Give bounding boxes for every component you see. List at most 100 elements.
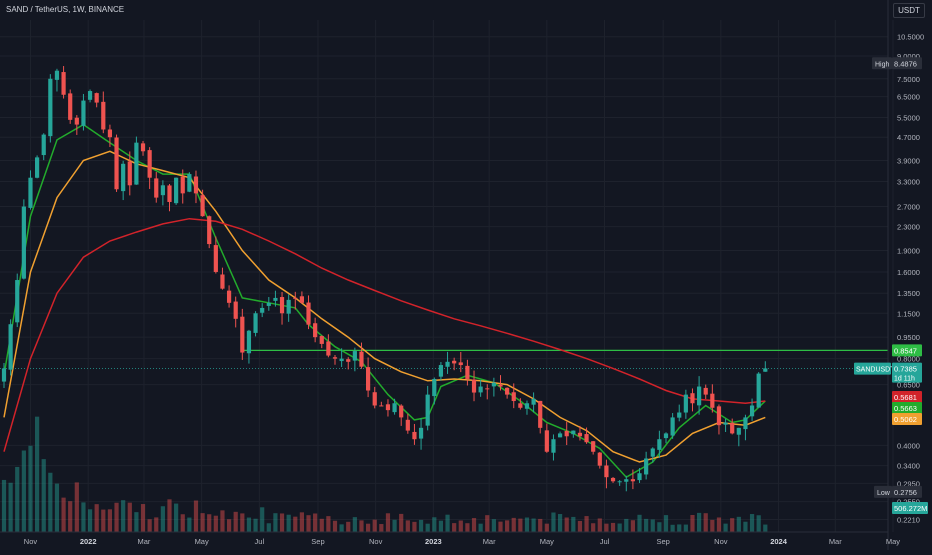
candle-body[interactable] xyxy=(286,299,291,314)
candle-body[interactable] xyxy=(94,93,99,103)
candle-body[interactable] xyxy=(35,157,40,178)
candle-body[interactable] xyxy=(597,452,602,466)
candle-body[interactable] xyxy=(200,195,205,217)
candle-body[interactable] xyxy=(332,357,338,359)
candle-body[interactable] xyxy=(425,394,430,426)
candle-body[interactable] xyxy=(101,101,106,130)
candle-body[interactable] xyxy=(505,387,510,395)
candle-body[interactable] xyxy=(87,91,93,100)
candle-body[interactable] xyxy=(326,341,331,356)
candle-body[interactable] xyxy=(107,129,113,138)
candle-body[interactable] xyxy=(670,417,675,436)
candle-body[interactable] xyxy=(511,392,516,402)
candle-body[interactable] xyxy=(240,316,245,353)
candle-body[interactable] xyxy=(193,176,199,194)
candle-body[interactable] xyxy=(624,479,629,482)
candle-body[interactable] xyxy=(379,405,384,407)
candle-body[interactable] xyxy=(763,368,768,372)
candle-body[interactable] xyxy=(160,185,165,196)
candle-body[interactable] xyxy=(174,177,179,204)
candle-body[interactable] xyxy=(273,297,278,301)
candle-body[interactable] xyxy=(756,373,761,408)
candle-body[interactable] xyxy=(736,427,741,435)
price-axis[interactable]: 10.5000 9.0000 7.5000 6.5000 5.5000 4.7000 3.9… xyxy=(897,33,924,525)
candle-body[interactable] xyxy=(266,302,271,306)
candle-body[interactable] xyxy=(372,392,377,406)
candle-body[interactable] xyxy=(498,384,503,387)
candle-body[interactable] xyxy=(207,216,212,245)
candle-body[interactable] xyxy=(366,367,371,391)
candle-body[interactable] xyxy=(346,359,351,362)
candle-body[interactable] xyxy=(617,481,622,483)
candle-body[interactable] xyxy=(657,439,662,450)
candle-body[interactable] xyxy=(359,351,364,367)
candle-body[interactable] xyxy=(299,296,304,303)
candle-body[interactable] xyxy=(233,301,238,319)
candle-body[interactable] xyxy=(319,336,324,344)
candle-body[interactable] xyxy=(41,134,46,156)
candle-body[interactable] xyxy=(81,100,86,126)
candle-body[interactable] xyxy=(485,388,490,390)
candle-body[interactable] xyxy=(293,297,298,299)
candle-body[interactable] xyxy=(604,465,609,478)
candle-body[interactable] xyxy=(21,206,26,279)
candle-body[interactable] xyxy=(564,430,569,437)
candle-body[interactable] xyxy=(743,417,748,430)
candle-body[interactable] xyxy=(127,161,132,186)
candle-body[interactable] xyxy=(644,458,649,475)
candle-body[interactable] xyxy=(677,412,682,418)
candle-body[interactable] xyxy=(531,398,536,405)
candle-body[interactable] xyxy=(68,93,73,120)
candle-body[interactable] xyxy=(180,176,185,194)
candle-body[interactable] xyxy=(134,142,139,185)
candle-body[interactable] xyxy=(121,163,126,192)
candle-body[interactable] xyxy=(405,419,410,431)
candle-body[interactable] xyxy=(584,434,589,443)
candle-body[interactable] xyxy=(432,378,437,397)
candle-body[interactable] xyxy=(491,382,496,387)
candle-body[interactable] xyxy=(246,330,252,354)
candle-body[interactable] xyxy=(412,431,417,440)
candle-body[interactable] xyxy=(48,78,53,137)
candle-body[interactable] xyxy=(392,403,397,413)
candle-body[interactable] xyxy=(571,430,576,435)
candle-body[interactable] xyxy=(637,473,642,481)
candle-body[interactable] xyxy=(538,400,543,428)
candle-body[interactable] xyxy=(710,393,715,408)
candle-body[interactable] xyxy=(610,477,616,482)
candle-body[interactable] xyxy=(352,351,357,361)
candle-body[interactable] xyxy=(8,324,13,370)
candle-body[interactable] xyxy=(313,323,318,338)
candle-body[interactable] xyxy=(650,448,655,457)
candle-body[interactable] xyxy=(220,274,225,289)
candle-body[interactable] xyxy=(478,386,483,393)
candle-body[interactable] xyxy=(418,427,424,439)
candle-body[interactable] xyxy=(28,177,33,208)
time-axis[interactable]: Nov 2022 Mar May Jul Sep Nov 2023 Mar May Jul Sep No… xyxy=(24,537,932,546)
candle-body[interactable] xyxy=(577,432,583,437)
candle-body[interactable] xyxy=(253,313,258,333)
candle-body[interactable] xyxy=(1,368,7,382)
candle-body[interactable] xyxy=(471,379,477,393)
candle-body[interactable] xyxy=(723,422,728,425)
candle-body[interactable] xyxy=(452,360,457,364)
candle-body[interactable] xyxy=(306,302,311,325)
candle-body[interactable] xyxy=(557,433,563,438)
candle-body[interactable] xyxy=(716,406,722,426)
candle-body[interactable] xyxy=(445,361,450,367)
candle-body[interactable] xyxy=(226,290,232,303)
candle-body[interactable] xyxy=(465,365,470,379)
candle-body[interactable] xyxy=(339,358,344,362)
candle-body[interactable] xyxy=(154,178,159,198)
candle-body[interactable] xyxy=(279,297,285,314)
candle-body[interactable] xyxy=(260,307,265,313)
candle-body[interactable] xyxy=(703,387,708,395)
candle-body[interactable] xyxy=(140,143,146,152)
candle-body[interactable] xyxy=(385,404,391,411)
candle-body[interactable] xyxy=(544,430,549,452)
candle-body[interactable] xyxy=(551,439,556,453)
candle-body[interactable] xyxy=(399,405,404,418)
candle-body[interactable] xyxy=(167,185,172,202)
